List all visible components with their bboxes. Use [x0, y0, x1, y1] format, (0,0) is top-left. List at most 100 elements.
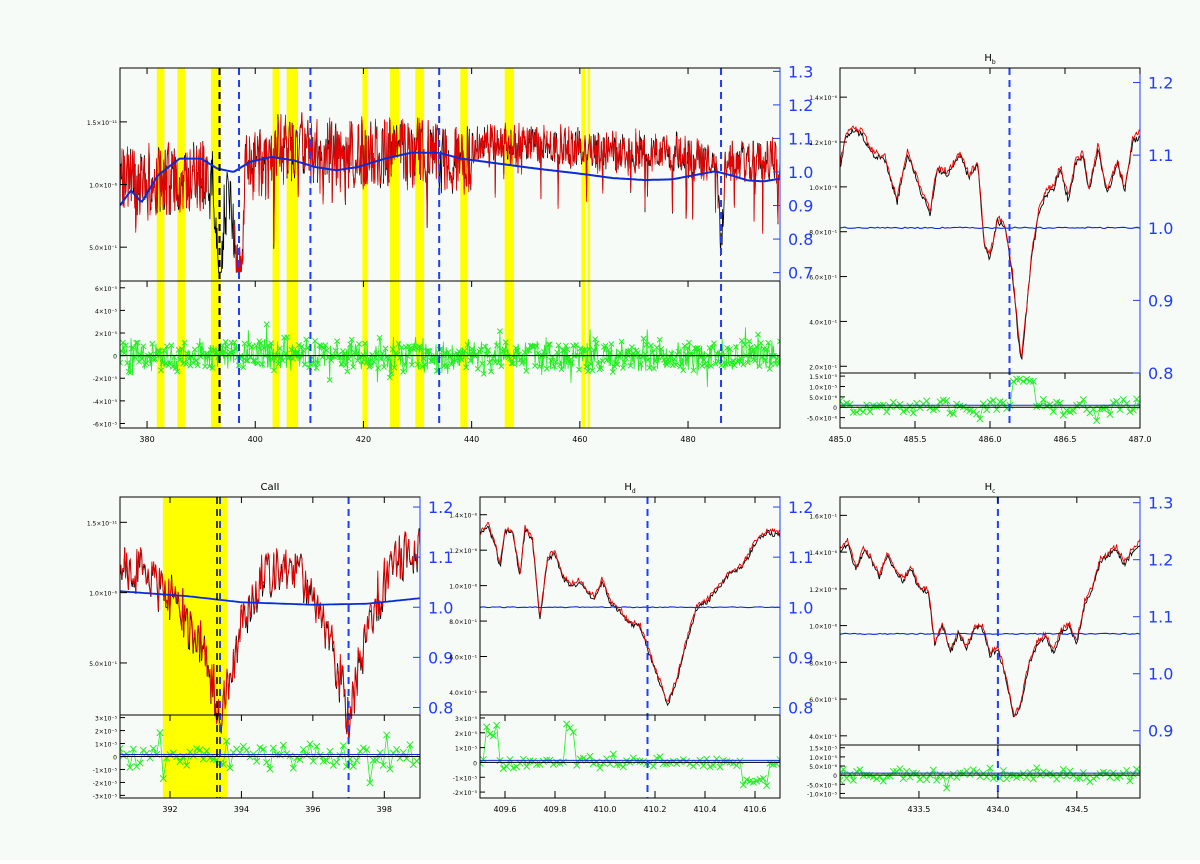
right-tick-label: 1.1 [428, 548, 453, 567]
plot-area-hbeta [840, 68, 1140, 428]
x-tick-label: 410.4 [694, 805, 717, 814]
flux-tick-label: 4.0×10⁻¹ [809, 734, 837, 741]
mask-band [272, 68, 280, 428]
right-tick-label: 1.0 [428, 598, 453, 617]
resid-tick-label: 1.5×10⁻⁵ [809, 746, 837, 753]
panel-caii: 392 394 396 398 5.0×10⁻¹ 1.0×10⁻⁶ 1.5×10⁻¹¹ 0.8… [87, 482, 454, 814]
panel-title: Hb [984, 53, 996, 66]
resid-tick-label: 0 [833, 773, 837, 780]
panel-title: Hc [985, 482, 996, 495]
residual-mark [240, 364, 247, 371]
residual-mark [677, 363, 684, 370]
resid-tick-label: -1×10⁻⁵ [93, 767, 118, 774]
resid-tick-label: -2×10⁻⁵ [453, 790, 478, 797]
right-tick-label: 0.9 [788, 648, 813, 667]
observed-spectrum [840, 542, 1140, 718]
residual-mark [496, 328, 503, 335]
flux-tick-label: 1.2×10⁻⁶ [449, 548, 477, 555]
residual-mark [348, 336, 355, 343]
flux-tick-label: 8.0×10⁻¹ [809, 230, 837, 237]
panel-hbeta: 485.0 485.5 486.0 486.5 487.0 2.0×10⁻¹ 4.0×10⁻… [807, 53, 1173, 444]
flux-tick-label: 1.4×10⁻⁶ [809, 550, 837, 557]
mask-band [177, 68, 185, 428]
flux-tick-label: 1.0×10⁻⁶ [449, 584, 477, 591]
right-tick-label: 1.2 [788, 96, 813, 115]
right-tick-label: 1.0 [1148, 665, 1173, 684]
x-tick-label: 460 [572, 435, 587, 444]
residual-mark [120, 359, 123, 366]
mask-band [362, 68, 368, 428]
x-tick-label: 480 [680, 435, 695, 444]
panel-title: CaII [260, 482, 279, 493]
right-tick-label: 1.0 [788, 598, 813, 617]
residual-mark [382, 345, 389, 352]
residual-mark [628, 344, 635, 351]
x-tick-label: 409.8 [544, 805, 567, 814]
x-tick-label: 434.5 [1065, 805, 1088, 814]
resid-tick-label: 6×10⁻⁵ [95, 286, 118, 293]
resid-tick-label: 1.0×10⁻⁵ [809, 384, 837, 391]
right-tick-label: 0.9 [1148, 722, 1173, 741]
resid-tick-label: 0 [113, 354, 117, 361]
resid-tick-label: 0 [473, 760, 477, 767]
x-tick-label: 396 [305, 805, 320, 814]
right-tick-label: 1.0 [1148, 219, 1173, 238]
plot-area-caii [120, 497, 420, 798]
continuum-curve [840, 632, 1140, 635]
resid-tick-label: 5.0×10⁻⁶ [809, 395, 837, 402]
resid-tick-label: 3×10⁻⁵ [455, 716, 478, 723]
model-spectrum [120, 530, 420, 744]
model-spectrum [840, 537, 1140, 718]
x-tick-label: 410.6 [744, 805, 767, 814]
mask-band [504, 68, 514, 428]
right-tick-label: 1.2 [1148, 74, 1173, 93]
residual-mark [120, 745, 124, 753]
residual-mark [1136, 402, 1140, 411]
resid-tick-label: -1×10⁻⁵ [453, 775, 478, 782]
resid-tick-label: 0 [833, 405, 837, 412]
x-tick-label: 420 [356, 435, 371, 444]
residual-mark [840, 776, 844, 784]
mask-band [156, 68, 165, 428]
x-tick-label: 440 [464, 435, 479, 444]
flux-tick-label: 1.2×10⁻⁶ [809, 140, 837, 147]
x-tick-label: 434.0 [986, 805, 1009, 814]
continuum-curve [120, 590, 420, 606]
residual-mark [284, 334, 291, 341]
plot-area-hdelta [480, 497, 780, 798]
residual-mark [746, 338, 753, 345]
resid-tick-label: 3×10⁻⁵ [95, 716, 118, 723]
panel-title: Hd [624, 482, 636, 495]
mask-band [389, 68, 400, 428]
resid-tick-label: -1.0×10⁻⁵ [807, 791, 838, 798]
x-tick-label: 433.5 [907, 805, 930, 814]
panel-hdelta: 409.6 409.8 410.0 410.2 410.4 410.6 4.0×10⁻¹ 6.… [449, 482, 813, 814]
plot-area-hgamma [840, 497, 1140, 798]
right-tick-label: 0.8 [788, 698, 813, 717]
right-tick-label: 0.9 [428, 648, 453, 667]
resid-tick-label: 2×10⁻⁵ [95, 331, 118, 338]
mask-band [415, 68, 425, 428]
resid-tick-label: -6×10⁻⁵ [93, 421, 118, 428]
right-tick-label: 1.1 [788, 548, 813, 567]
continuum-curve [840, 226, 1140, 230]
x-tick-label: 398 [377, 805, 392, 814]
right-tick-label: 1.3 [788, 62, 813, 81]
x-tick-label: 487.0 [1129, 435, 1152, 444]
mask-band [460, 68, 468, 428]
resid-tick-label: -3×10⁻⁵ [93, 793, 118, 800]
resid-tick-label: 5.0×10⁻⁶ [809, 764, 837, 771]
flux-tick-label: 5.0×10⁻¹ [89, 661, 117, 668]
residual-line [840, 766, 1140, 790]
flux-tick-label: 1.0×10⁻⁶ [809, 624, 837, 631]
right-tick-label: 1.1 [1148, 146, 1173, 165]
resid-tick-label: 1.0×10⁻⁵ [809, 755, 837, 762]
right-tick-label: 0.7 [788, 264, 813, 283]
flux-tick-label: 6.0×10⁻¹ [809, 275, 837, 282]
flux-tick-label: 1.6×10⁻¹ [809, 513, 837, 520]
residual-mark [755, 331, 761, 338]
mask-band [581, 68, 586, 428]
flux-tick-label: 1.4×10⁻⁶ [449, 513, 477, 520]
flux-tick-label: 1.5×10⁻¹¹ [87, 520, 118, 527]
